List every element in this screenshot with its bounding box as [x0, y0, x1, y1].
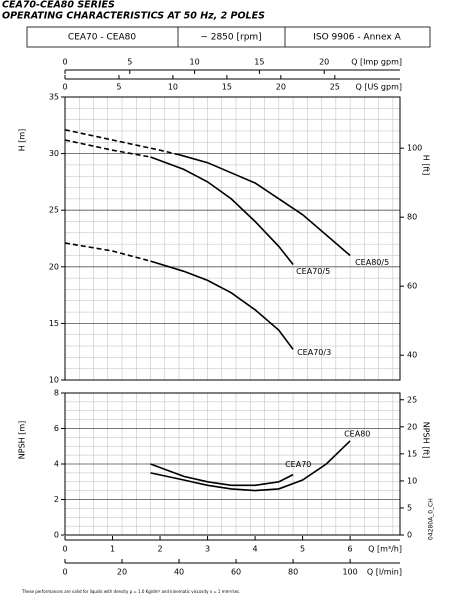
- y-tick-label: 0: [54, 531, 59, 540]
- x-tick-label: 3: [205, 545, 210, 554]
- y-axis-title: NPSH [m]: [18, 421, 27, 459]
- extrapolated-curve: [64, 139, 151, 158]
- y-tick-label: 2: [54, 495, 59, 504]
- x-tick-label: 20: [276, 83, 286, 92]
- x-axis-title: Q [US gpm]: [355, 83, 402, 92]
- series-label: CEA70: [285, 460, 311, 469]
- x-tick-label: 100: [342, 568, 357, 577]
- title: CEA70-CEA80 SERIES: [2, 0, 115, 11]
- y-tick-label: 15: [49, 319, 59, 328]
- y-tick-label: 35: [49, 93, 59, 102]
- y-axis-title: H [m]: [18, 129, 27, 152]
- y2-tick-label: 60: [407, 282, 417, 291]
- series-label: CEA70/5: [296, 267, 330, 276]
- extrapolated-curve: [64, 242, 151, 262]
- extrapolated-curve: [64, 129, 180, 156]
- x-tick-label: 0: [62, 58, 67, 67]
- x-tick-label: 4: [253, 545, 258, 554]
- y-tick-label: 20: [49, 262, 59, 271]
- x-axis-title: Q [l/min]: [367, 568, 402, 577]
- y-tick-label: 10: [49, 376, 59, 385]
- x-tick-label: 20: [117, 568, 127, 577]
- y-tick-label: 8: [54, 389, 59, 398]
- curve: [150, 260, 294, 350]
- header-cell: ISO 9906 - Annex A: [313, 33, 401, 43]
- x-tick-label: 0: [62, 568, 67, 577]
- x-tick-label: 15: [222, 83, 232, 92]
- y2-tick-label: 80: [407, 213, 417, 222]
- x-tick-label: 20: [319, 58, 329, 67]
- y2-tick-label: 100: [407, 144, 422, 153]
- x-tick-label: 5: [300, 545, 305, 554]
- header-cell: ~ 2850 [rpm]: [200, 33, 261, 43]
- y2-axis-title: NPSH [ft]: [422, 422, 431, 459]
- y-tick-label: 30: [49, 149, 59, 158]
- drawing-code: 04280A_0_CH: [428, 498, 435, 540]
- header-box: [26, 26, 431, 48]
- x-tick-label: 15: [254, 58, 264, 67]
- x-axis-title: Q [Imp gpm]: [351, 58, 402, 67]
- x-tick-label: 6: [348, 545, 353, 554]
- curve: [150, 440, 351, 492]
- series-label: CEA80: [344, 429, 370, 438]
- x-tick-label: 0: [62, 545, 67, 554]
- x-tick-label: 10: [168, 83, 178, 92]
- header-cell: CEA70 - CEA80: [68, 33, 136, 43]
- plot-frame: [64, 96, 401, 381]
- series-label: CEA70/3: [297, 348, 331, 357]
- y2-tick-label: 10: [407, 476, 417, 485]
- series-label: CEA80/5: [355, 258, 389, 267]
- y2-tick-label: 0: [407, 531, 412, 540]
- plot-frame: [64, 392, 401, 536]
- y2-tick-label: 40: [407, 351, 417, 360]
- x-tick-label: 5: [116, 83, 121, 92]
- footnote: These performances are valid for liquids…: [21, 589, 241, 594]
- y-tick-label: 4: [54, 460, 59, 469]
- x-tick-label: 80: [288, 568, 298, 577]
- y-tick-label: 25: [49, 206, 59, 215]
- curve: [178, 153, 351, 257]
- y2-tick-label: 5: [407, 503, 412, 512]
- x-axis-title: Q [m³/h]: [368, 545, 402, 554]
- x-tick-label: 1: [110, 545, 115, 554]
- y2-tick-label: 15: [407, 449, 417, 458]
- y2-tick-label: 25: [407, 395, 417, 404]
- x-tick-label: 10: [190, 58, 200, 67]
- y2-tick-label: 20: [407, 422, 417, 431]
- subtitle: OPERATING CHARACTERISTICS AT 50 Hz, 2 PO…: [2, 11, 265, 22]
- x-tick-label: 25: [330, 83, 340, 92]
- y-tick-label: 6: [54, 424, 59, 433]
- x-tick-label: 60: [231, 568, 241, 577]
- y2-axis-title: H [ft]: [422, 155, 431, 176]
- x-tick-label: 5: [127, 58, 132, 67]
- curve: [150, 463, 294, 487]
- curve: [150, 156, 294, 265]
- x-tick-label: 40: [174, 568, 184, 577]
- x-tick-label: 0: [62, 83, 67, 92]
- x-tick-label: 2: [157, 545, 162, 554]
